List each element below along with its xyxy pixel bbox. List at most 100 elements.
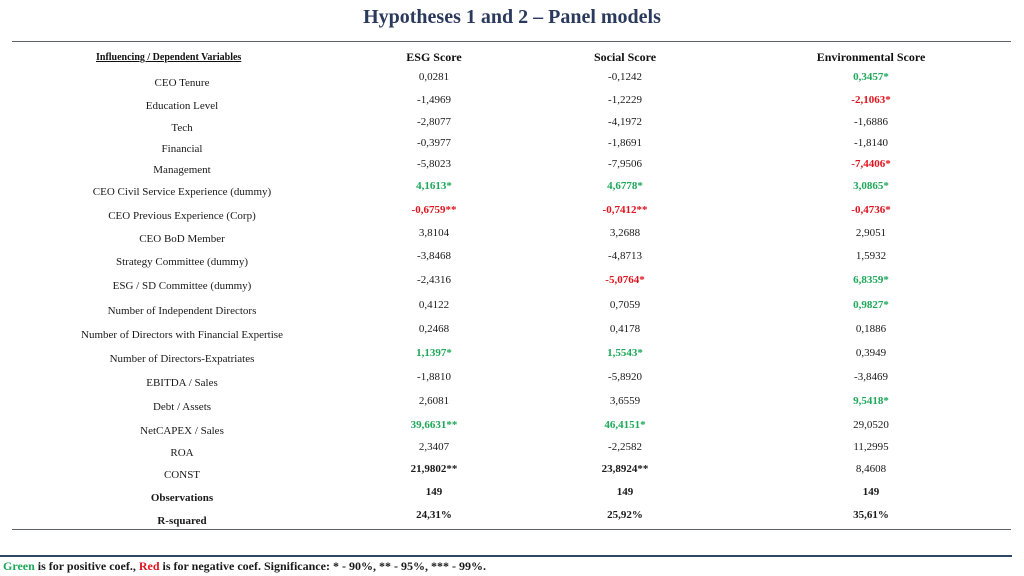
cell-social: 46,4151* bbox=[604, 419, 646, 431]
table-row: Observations 149 149 149 bbox=[0, 486, 1024, 506]
row-label: ROA bbox=[170, 447, 194, 459]
cell-env: -1,8140 bbox=[854, 137, 888, 149]
legend-red-text: is for negative coef. Significance: * - … bbox=[159, 559, 486, 573]
row-label: Strategy Committee (dummy) bbox=[116, 256, 248, 268]
cell-env: 3,0865* bbox=[853, 180, 889, 192]
legend-footer: Green is for positive coef., Red is for … bbox=[3, 559, 486, 574]
row-label: NetCAPEX / Sales bbox=[140, 425, 224, 437]
table-row: R-squared 24,31% 25,92% 35,61% bbox=[0, 509, 1024, 529]
cell-social: -4,8713 bbox=[608, 250, 642, 262]
cell-env: -3,8469 bbox=[854, 371, 888, 383]
table-row: CEO Previous Experience (Corp) -0,6759** -… bbox=[0, 204, 1024, 224]
table-row: CEO BoD Member 3,8104 3,2688 2,9051 bbox=[0, 227, 1024, 247]
row-label: R-squared bbox=[157, 515, 207, 527]
cell-esg: 0,0281 bbox=[418, 71, 450, 83]
header-environmental-score: Environmental Score bbox=[816, 50, 926, 64]
cell-social: 149 bbox=[616, 486, 634, 498]
cell-social: -5,0764* bbox=[605, 274, 645, 286]
cell-social: -5,8920 bbox=[608, 371, 642, 383]
cell-env: -0,4736* bbox=[851, 204, 891, 216]
row-label: Tech bbox=[171, 122, 193, 134]
cell-esg: 2,3407 bbox=[418, 441, 450, 453]
cell-env: 29,0520 bbox=[853, 419, 889, 431]
header-social-score: Social Score bbox=[593, 50, 657, 64]
table-row: CONST 21,9802** 23,8924** 8,4608 bbox=[0, 463, 1024, 483]
legend-green-word: Green bbox=[3, 559, 35, 573]
cell-env: -7,4406* bbox=[851, 158, 891, 170]
top-divider bbox=[12, 41, 1011, 42]
cell-esg: 0,4122 bbox=[418, 299, 450, 311]
cell-esg: -1,4969 bbox=[417, 94, 451, 106]
cell-social: 23,8924** bbox=[601, 463, 649, 475]
row-label: CEO BoD Member bbox=[139, 233, 225, 245]
cell-social: -7,9506 bbox=[608, 158, 642, 170]
table-row: ESG / SD Committee (dummy) -2,4316 -5,0764… bbox=[0, 274, 1024, 294]
cell-social: -1,2229 bbox=[608, 94, 642, 106]
table-row: ROA 2,3407 -2,2582 11,2995 bbox=[0, 441, 1024, 461]
cell-esg: -2,4316 bbox=[417, 274, 451, 286]
cell-esg: 1,1397* bbox=[416, 347, 452, 359]
cell-social: 3,2688 bbox=[609, 227, 641, 239]
cell-esg: 3,8104 bbox=[418, 227, 450, 239]
bottom-divider bbox=[12, 529, 1011, 530]
table-row: CEO Civil Service Experience (dummy) 4,16… bbox=[0, 180, 1024, 200]
row-label: Education Level bbox=[145, 100, 219, 112]
cell-esg: 0,2468 bbox=[418, 323, 450, 335]
cell-env: 0,1886 bbox=[855, 323, 887, 335]
cell-env: -2,1063* bbox=[851, 94, 891, 106]
cell-env: 1,5932 bbox=[855, 250, 887, 262]
cell-social: 0,4178 bbox=[609, 323, 641, 335]
cell-esg: 2,6081 bbox=[418, 395, 450, 407]
table-row: Number of Independent Directors 0,4122 0,7… bbox=[0, 299, 1024, 319]
row-label: Number of Directors-Expatriates bbox=[109, 353, 255, 365]
table-row: EBITDA / Sales -1,8810 -5,8920 -3,8469 bbox=[0, 371, 1024, 391]
cell-env: 0,3457* bbox=[853, 71, 889, 83]
row-label: CEO Previous Experience (Corp) bbox=[108, 210, 256, 222]
cell-social: -0,7412** bbox=[602, 204, 648, 216]
cell-social: 0,7059 bbox=[609, 299, 641, 311]
cell-env: 9,5418* bbox=[853, 395, 889, 407]
cell-esg: 149 bbox=[425, 486, 443, 498]
cell-esg: -1,8810 bbox=[417, 371, 451, 383]
cell-esg: -3,8468 bbox=[417, 250, 451, 262]
table-row: CEO Tenure 0,0281 -0,1242 0,3457* bbox=[0, 71, 1024, 91]
cell-env: 35,61% bbox=[853, 509, 889, 521]
cell-social: 3,6559 bbox=[609, 395, 641, 407]
row-label: CEO Civil Service Experience (dummy) bbox=[92, 186, 272, 198]
table-row: Tech -2,8077 -4,1972 -1,6886 bbox=[0, 116, 1024, 136]
cell-social: -2,2582 bbox=[608, 441, 642, 453]
table-row: Education Level -1,4969 -1,2229 -2,1063* bbox=[0, 94, 1024, 114]
table-row: Financial -0,3977 -1,8691 -1,8140 bbox=[0, 137, 1024, 157]
cell-esg: -2,8077 bbox=[417, 116, 451, 128]
cell-social: 1,5543* bbox=[607, 347, 643, 359]
row-label: CEO Tenure bbox=[154, 77, 210, 89]
row-label: Management bbox=[153, 164, 211, 176]
table-row: Number of Directors with Financial Exper… bbox=[0, 323, 1024, 343]
table-row: Strategy Committee (dummy) -3,8468 -4,8713… bbox=[0, 250, 1024, 270]
header-esg-score: ESG Score bbox=[406, 50, 462, 64]
row-label: Observations bbox=[150, 492, 214, 504]
cell-esg: -5,8023 bbox=[417, 158, 451, 170]
cell-esg: 21,9802** bbox=[410, 463, 458, 475]
row-label: Debt / Assets bbox=[152, 401, 212, 413]
cell-social: 25,92% bbox=[607, 509, 643, 521]
page-title: Hypotheses 1 and 2 – Panel models bbox=[363, 6, 661, 28]
table-row: Number of Directors-Expatriates 1,1397* 1,… bbox=[0, 347, 1024, 367]
cell-env: 6,8359* bbox=[853, 274, 889, 286]
cell-social: -1,8691 bbox=[608, 137, 642, 149]
cell-env: 11,2995 bbox=[853, 441, 889, 453]
row-label: ESG / SD Committee (dummy) bbox=[112, 280, 252, 292]
cell-env: 2,9051 bbox=[855, 227, 887, 239]
row-label: Number of Independent Directors bbox=[107, 305, 257, 317]
cell-env: 0,3949 bbox=[855, 347, 887, 359]
header-variables: Influencing / Dependent Variables bbox=[96, 52, 242, 63]
cell-esg: -0,6759** bbox=[411, 204, 457, 216]
cell-esg: 39,6631** bbox=[410, 419, 458, 431]
cell-social: 4,6778* bbox=[607, 180, 643, 192]
row-label: Number of Directors with Financial Exper… bbox=[81, 329, 283, 341]
cell-env: 0,9827* bbox=[853, 299, 889, 311]
cell-esg: -0,3977 bbox=[417, 137, 451, 149]
table-row: NetCAPEX / Sales 39,6631** 46,4151* 29,0520 bbox=[0, 419, 1024, 439]
cell-esg: 4,1613* bbox=[416, 180, 452, 192]
cell-social: -4,1972 bbox=[608, 116, 642, 128]
